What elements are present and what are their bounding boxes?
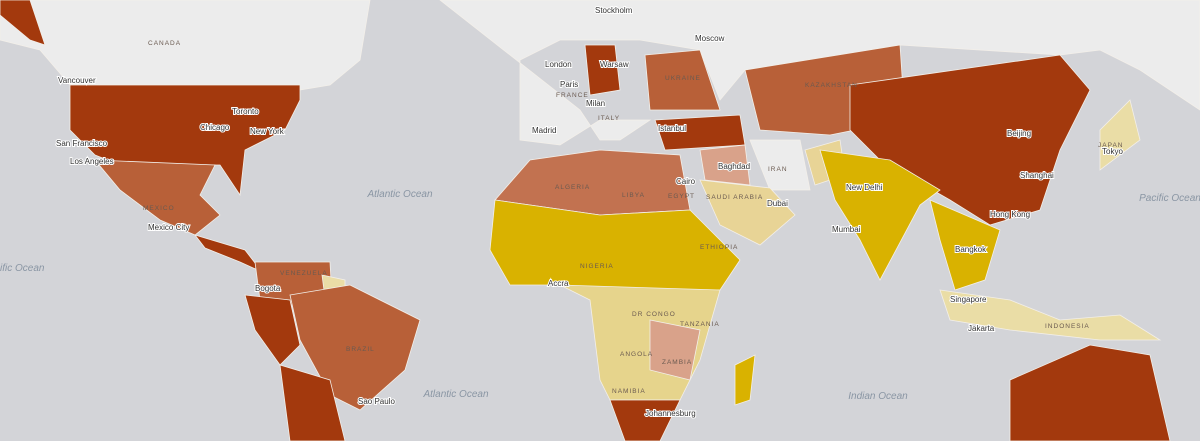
city-label: Shanghai: [1020, 171, 1054, 180]
city-label: Mumbai: [832, 225, 861, 234]
city-label: Milan: [586, 99, 605, 108]
ocean-label: Indian Ocean: [848, 391, 908, 402]
city-label: Stockholm: [595, 6, 633, 15]
city-label: Bogota: [255, 284, 281, 293]
country-label: ITALY: [598, 115, 620, 122]
city-label: Chicago: [200, 123, 230, 132]
country-label: BRAZIL: [346, 346, 375, 353]
city-label: Accra: [548, 279, 569, 288]
city-label: New York: [250, 127, 285, 136]
city-label: Baghdad: [718, 162, 750, 171]
city-label: Jakarta: [968, 324, 995, 333]
city-label: Madrid: [532, 126, 556, 135]
city-label: New Delhi: [846, 183, 883, 192]
ocean-label: Pacific Ocean: [1139, 193, 1200, 204]
ocean-label: ific Ocean: [0, 263, 45, 274]
country-label: ETHIOPIA: [700, 244, 738, 251]
city-label: Sao Paulo: [358, 397, 395, 406]
country-label: ANGOLA: [620, 351, 653, 358]
city-label: Johannesburg: [645, 409, 696, 418]
city-labels: Stockholm Moscow Vancouver Toronto Chica…: [55, 5, 1124, 419]
city-label: San Francisco: [56, 139, 108, 148]
city-label: London: [545, 60, 572, 69]
country-label: SAUDI ARABIA: [706, 194, 763, 201]
country-label: UKRAINE: [665, 75, 701, 82]
city-label: Singapore: [950, 295, 987, 304]
city-label: Paris: [560, 80, 578, 89]
country-label: CANADA: [148, 40, 181, 47]
country-label: NAMIBIA: [612, 388, 646, 395]
country-label: ALGERIA: [555, 184, 590, 191]
country-label: KAZAKHSTAN: [805, 82, 858, 89]
city-label: Beijing: [1007, 129, 1031, 138]
country-label: TANZANIA: [680, 321, 720, 328]
country-label: JAPAN: [1098, 142, 1123, 149]
country-label: MEXICO: [143, 205, 175, 212]
country-label: VENEZUELA: [280, 270, 328, 277]
city-label: Bangkok: [955, 245, 987, 254]
city-label: Hong Kong: [990, 210, 1030, 219]
city-label: Istanbul: [658, 124, 686, 133]
city-label: Mexico City: [148, 223, 189, 232]
city-label: Moscow: [695, 34, 725, 43]
country-labels: CANADA MEXICO FRANCE ITALY UKRAINE KAZAK…: [143, 40, 1123, 395]
country-label: FRANCE: [556, 92, 589, 99]
ocean-label: Atlantic Ocean: [366, 189, 432, 200]
city-label: Los Angeles: [70, 157, 114, 166]
ocean-label: Atlantic Ocean: [422, 389, 488, 400]
ocean-labels: Atlantic Ocean Pacific Ocean Indian Ocea…: [0, 189, 1200, 402]
country-label: EGYPT: [668, 193, 695, 200]
city-label: Vancouver: [58, 76, 96, 85]
city-label: Warsaw: [600, 60, 629, 69]
country-label: INDONESIA: [1045, 323, 1090, 330]
country-label: LIBYA: [622, 192, 645, 199]
city-label: Tokyo: [1102, 147, 1123, 156]
country-label: ZAMBIA: [662, 359, 692, 366]
country-label: NIGERIA: [580, 263, 614, 270]
city-label: Toronto: [232, 107, 259, 116]
country-label: IRAN: [768, 166, 788, 173]
city-label: Cairo: [676, 177, 696, 186]
country-label: DR CONGO: [632, 311, 676, 318]
city-label: Dubai: [767, 199, 788, 208]
